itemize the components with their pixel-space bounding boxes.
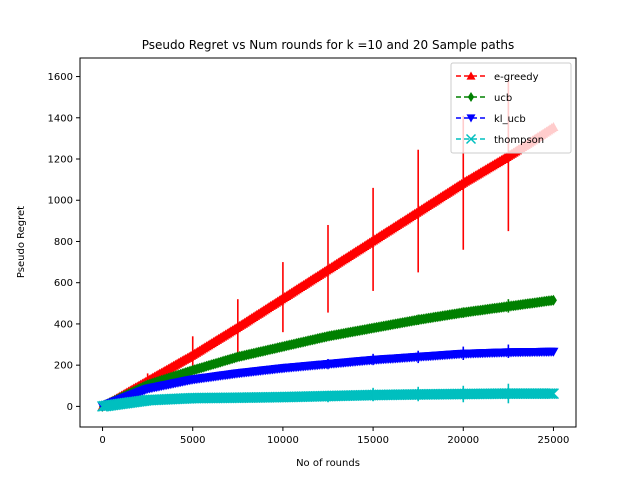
- data-point: [544, 388, 556, 400]
- y-tick-label: 200: [54, 361, 73, 372]
- y-tick-label: 800: [54, 237, 73, 248]
- series-line: [102, 126, 554, 408]
- y-tick-label: 600: [54, 278, 73, 289]
- y-tick-label: 1000: [48, 196, 73, 207]
- legend-entry: ucb: [456, 92, 512, 104]
- series-thompson: [97, 383, 559, 412]
- x-axis-label: No of rounds: [296, 458, 360, 469]
- y-tick-label: 1400: [48, 113, 73, 124]
- legend-marker: [466, 114, 476, 123]
- legend: e-greedy ucb kl_ucb thompson: [450, 62, 572, 154]
- legend-box: [450, 62, 572, 154]
- x-tick-label: 25000: [538, 435, 570, 446]
- axis-ticks: 0 5000 10000 15000 20000 25000 0 200 400 600 800 10…: [48, 72, 570, 446]
- x-tick-label: 15000: [357, 435, 389, 446]
- axes-frame: [79, 57, 577, 428]
- y-tick-label: 1600: [48, 72, 73, 83]
- y-tick-label: 0: [67, 402, 73, 413]
- x-tick-label: 20000: [447, 435, 479, 446]
- legend-marker: [467, 92, 475, 102]
- x-tick-label: 0: [99, 435, 105, 446]
- legend-marker: [466, 71, 476, 80]
- error-bars: [146, 383, 510, 404]
- legend-marker: [465, 133, 477, 145]
- legend-entry: thompson: [456, 133, 544, 146]
- x-tick-label: 5000: [180, 435, 205, 446]
- legend-entry: kl_ucb: [456, 114, 526, 125]
- legend-label: thompson: [494, 135, 544, 146]
- legend-label: e-greedy: [494, 72, 539, 83]
- y-axis-label: Pseudo Regret: [16, 206, 27, 278]
- legend-label: kl_ucb: [494, 114, 526, 125]
- data-point: [542, 388, 554, 400]
- error-bars: [146, 344, 510, 391]
- legend-label: ucb: [494, 93, 512, 104]
- legend-entry: e-greedy: [456, 71, 539, 83]
- x-tick-label: 10000: [267, 435, 299, 446]
- y-tick-label: 400: [54, 319, 73, 330]
- y-tick-label: 1200: [48, 155, 73, 166]
- chart-title: Pseudo Regret vs Num rounds for k =10 an…: [142, 38, 515, 52]
